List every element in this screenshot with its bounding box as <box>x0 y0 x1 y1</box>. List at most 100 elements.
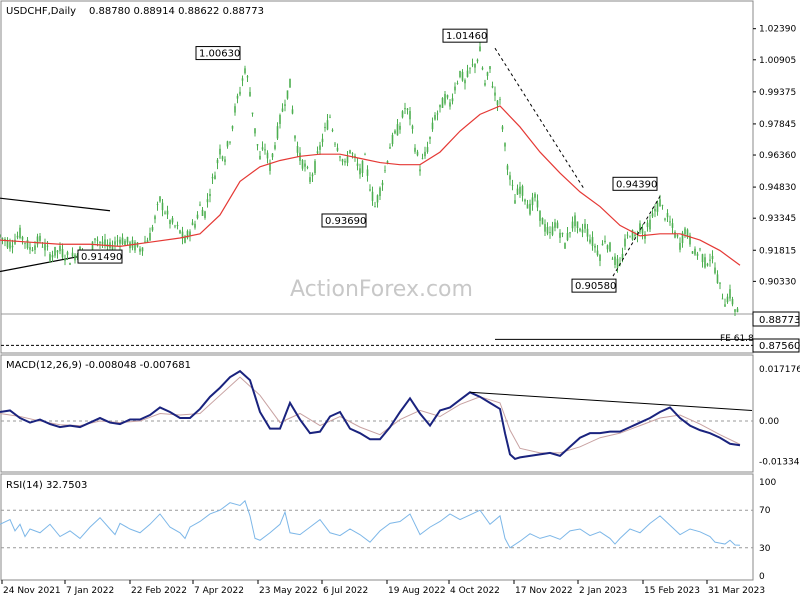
header-symbol: USDCHF,Daily <box>6 6 76 17</box>
candle-body <box>6 240 9 248</box>
candle-body <box>564 243 566 249</box>
candle-body <box>314 161 316 174</box>
price-annotation: 0.90580 <box>571 278 617 293</box>
price-pane-frame <box>0 0 754 354</box>
candle-body <box>559 232 561 238</box>
candle-body <box>16 235 19 238</box>
fe-value-label: 0.87560 <box>759 341 800 352</box>
candle-body <box>674 231 676 238</box>
rsi-pane-frame <box>0 473 754 581</box>
candle-body <box>731 299 734 305</box>
candle-body <box>391 134 394 144</box>
price-axis-label: 0.99375 <box>759 88 796 98</box>
candle-body <box>511 184 514 186</box>
price-axis-label: 0.93345 <box>759 214 796 224</box>
candle-body <box>281 108 284 112</box>
candle-body <box>56 250 59 253</box>
candle-body <box>111 246 114 252</box>
candle-body <box>431 122 434 130</box>
rsi-axis-label: 70 <box>759 506 771 516</box>
price-axis-label: 0.96360 <box>759 151 796 161</box>
candle-body <box>319 145 321 150</box>
candle-body <box>636 235 639 237</box>
candle-body <box>31 249 34 251</box>
candle-body <box>99 241 101 244</box>
candle-body <box>436 113 439 115</box>
candle-body <box>246 76 249 78</box>
last-price-label: 0.88773 <box>759 315 800 326</box>
candle-body <box>434 114 436 120</box>
candle-body <box>159 196 161 202</box>
price-axis-label: 1.00905 <box>759 56 796 66</box>
candle-body <box>576 221 579 229</box>
date-axis-label: 31 Mar 2023 <box>708 586 765 596</box>
date-axis-label: 6 Jul 2022 <box>323 586 368 596</box>
price-axis-label: 0.90330 <box>759 277 796 287</box>
candle-body <box>526 204 529 209</box>
candle-body <box>399 125 401 130</box>
candle-body <box>54 246 56 256</box>
candle-body <box>631 230 634 240</box>
candle-body <box>374 206 376 207</box>
candle-body <box>471 64 474 66</box>
candle-body <box>651 213 654 217</box>
candle-body <box>446 95 449 98</box>
date-axis-label: 22 Feb 2022 <box>131 586 187 596</box>
candle-body <box>144 241 146 243</box>
candle-body <box>661 204 664 206</box>
candle-body <box>584 223 586 229</box>
candle-body <box>569 232 571 234</box>
candle-body <box>341 159 344 162</box>
candle-body <box>74 254 76 261</box>
candle-body <box>441 97 444 108</box>
candle-body <box>394 130 396 134</box>
moving-average-line <box>0 105 741 266</box>
annotation-box <box>321 213 367 228</box>
candle-body <box>219 148 221 155</box>
candle-body <box>1 237 4 239</box>
candle-body <box>464 80 466 84</box>
date-axis-label: 23 May 2022 <box>259 586 318 596</box>
price-annotation: 0.94390 <box>612 176 658 191</box>
candle-body <box>121 237 124 244</box>
candle-body <box>261 147 264 150</box>
candle-body <box>681 232 684 243</box>
candle-body <box>91 241 94 252</box>
candle-body <box>521 186 524 196</box>
candle-body <box>606 245 609 250</box>
candle-body <box>719 282 721 284</box>
candle-body <box>94 238 96 240</box>
candle-body <box>21 236 24 240</box>
candle-body <box>204 211 206 218</box>
candle-body <box>724 304 726 307</box>
candle-body <box>581 229 584 233</box>
projection-dashed-line <box>494 47 585 190</box>
candle-body <box>186 231 189 238</box>
candle-body <box>216 159 219 164</box>
candle-body <box>214 175 216 180</box>
date-axis-label: 2 Jan 2023 <box>579 586 627 596</box>
candle-body <box>279 115 281 124</box>
candle-body <box>501 126 504 130</box>
annotation-box <box>612 176 658 191</box>
candle-body <box>396 124 399 136</box>
candle-body <box>626 234 629 236</box>
candle-body <box>486 72 489 76</box>
candle-body <box>524 199 526 202</box>
candle-body <box>714 267 716 274</box>
candle-body <box>644 234 646 239</box>
candle-body <box>211 177 214 179</box>
candle-body <box>519 186 521 194</box>
candle-body <box>336 147 339 151</box>
candle-body <box>266 152 269 159</box>
candle-body <box>234 106 236 113</box>
candle-body <box>659 199 661 207</box>
candle-body <box>506 165 509 170</box>
candle-body <box>24 243 26 244</box>
annotation-label: 1.00630 <box>199 49 240 60</box>
candle-body <box>96 239 99 241</box>
candle-body <box>449 102 451 107</box>
fe-value-box <box>752 338 800 353</box>
candle-body <box>721 298 724 300</box>
